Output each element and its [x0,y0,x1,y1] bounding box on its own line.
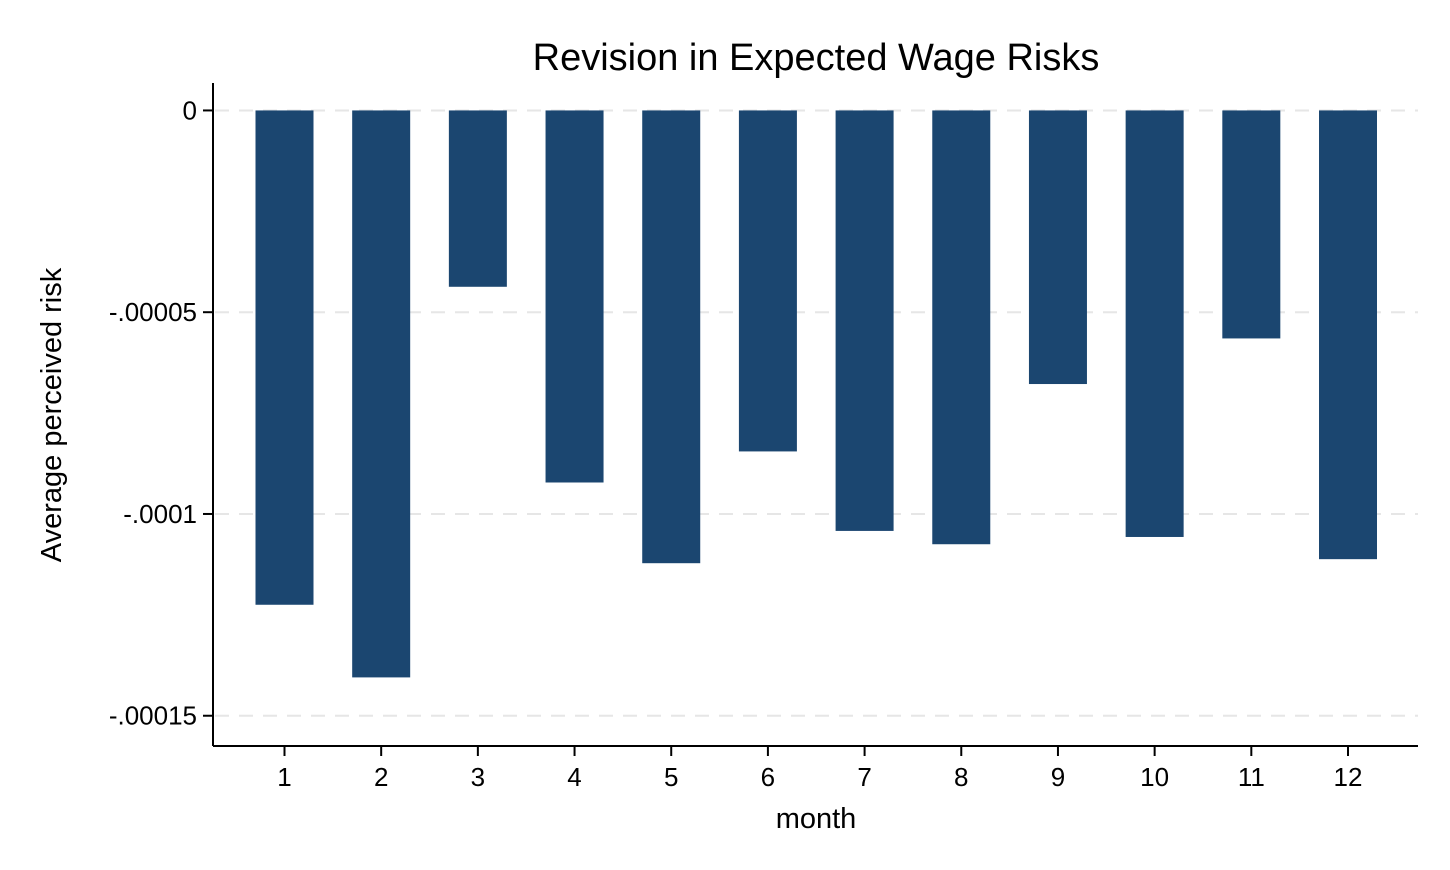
x-tick-label: 7 [857,762,871,792]
x-tick-label: 12 [1334,762,1363,792]
chart-title: Revision in Expected Wage Risks [533,37,1100,79]
bar-month-8 [932,110,991,545]
y-tick-label: -.00015 [109,701,197,731]
x-tick-label: 8 [954,762,968,792]
axes [212,83,1418,747]
y-tick-label: -.00005 [109,297,197,327]
bar-month-12 [1319,110,1377,560]
bar-month-4 [545,110,604,483]
y-ticks: 0 -.00005 -.0001 -.00015 [109,95,213,731]
bar-month-2 [352,110,411,678]
x-tick-label: 1 [277,762,291,792]
x-tick-label: 4 [567,762,581,792]
bar-month-6 [738,110,797,452]
x-tick-label: 2 [374,762,388,792]
bar-month-1 [255,110,314,605]
x-tick-label: 9 [1051,762,1065,792]
gridlines [215,109,1418,717]
bar-month-9 [1028,110,1087,385]
bar-month-3 [448,110,507,287]
x-axis-label: month [776,803,857,835]
x-tick-label: 6 [761,762,775,792]
x-tick-label: 3 [471,762,485,792]
bar-month-11 [1222,110,1281,339]
bar-month-7 [835,110,894,531]
y-tick-label: -.0001 [123,499,197,529]
x-tick-label: 11 [1238,762,1265,792]
bar-month-10 [1125,110,1184,537]
bar-month-5 [642,110,701,564]
y-tick-label: 0 [183,95,197,125]
x-ticks: 1 2 3 4 5 6 7 8 9 10 11 12 [277,746,1362,792]
x-tick-label: 5 [664,762,678,792]
bars [255,110,1377,678]
y-axis-label: Average perceived risk [36,267,68,562]
x-tick-label: 10 [1140,762,1169,792]
